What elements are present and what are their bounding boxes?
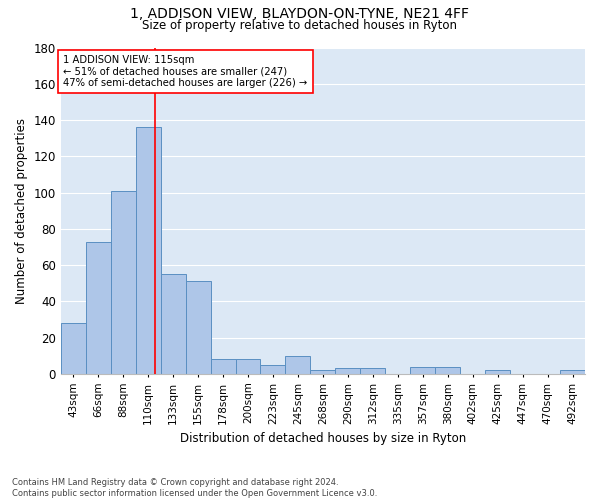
Text: Contains HM Land Registry data © Crown copyright and database right 2024.
Contai: Contains HM Land Registry data © Crown c… <box>12 478 377 498</box>
Text: Size of property relative to detached houses in Ryton: Size of property relative to detached ho… <box>143 18 458 32</box>
Text: 1 ADDISON VIEW: 115sqm
← 51% of detached houses are smaller (247)
47% of semi-de: 1 ADDISON VIEW: 115sqm ← 51% of detached… <box>63 55 308 88</box>
Bar <box>560 370 585 374</box>
Bar <box>211 360 236 374</box>
Bar <box>310 370 335 374</box>
Bar <box>111 191 136 374</box>
Bar <box>61 323 86 374</box>
Bar <box>161 274 185 374</box>
Bar <box>485 370 510 374</box>
Bar <box>86 242 111 374</box>
Text: 1, ADDISON VIEW, BLAYDON-ON-TYNE, NE21 4FF: 1, ADDISON VIEW, BLAYDON-ON-TYNE, NE21 4… <box>131 8 470 22</box>
Bar <box>236 360 260 374</box>
Bar <box>361 368 385 374</box>
Bar <box>335 368 361 374</box>
Y-axis label: Number of detached properties: Number of detached properties <box>15 118 28 304</box>
Bar <box>435 366 460 374</box>
Bar <box>410 366 435 374</box>
X-axis label: Distribution of detached houses by size in Ryton: Distribution of detached houses by size … <box>180 432 466 445</box>
Bar <box>136 128 161 374</box>
Bar <box>260 365 286 374</box>
Bar <box>286 356 310 374</box>
Bar <box>185 282 211 374</box>
